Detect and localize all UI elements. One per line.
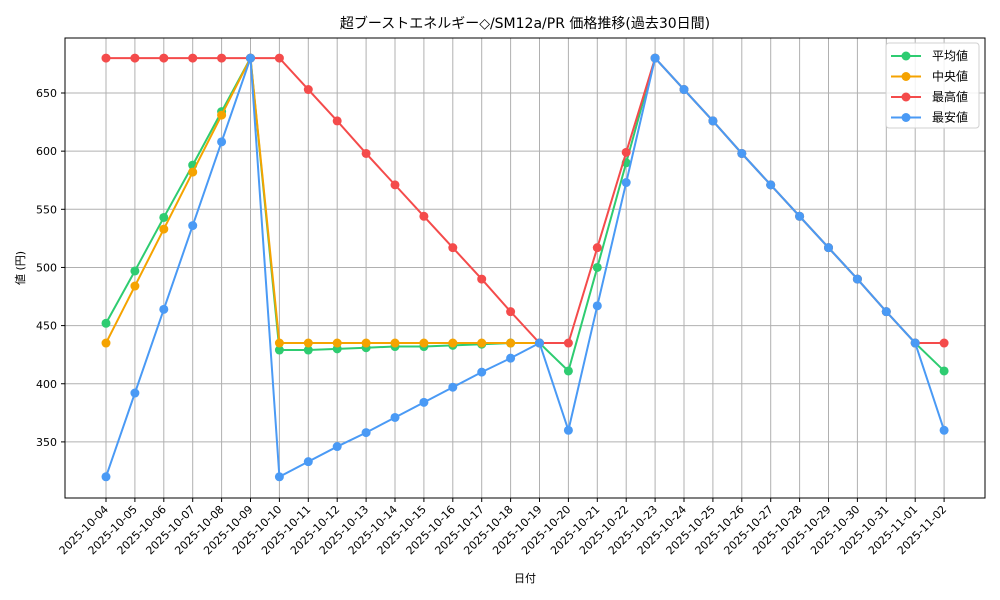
data-point — [159, 212, 169, 222]
data-point — [506, 307, 516, 317]
data-point — [852, 274, 862, 284]
data-point — [159, 53, 169, 63]
data-point — [274, 472, 284, 482]
data-point — [939, 338, 949, 348]
data-point — [795, 211, 805, 221]
data-point — [332, 116, 342, 126]
data-point — [535, 338, 544, 348]
data-point — [390, 338, 400, 348]
data-point — [101, 472, 111, 482]
x-axis-label: 日付 — [514, 572, 536, 585]
data-point — [332, 442, 342, 452]
data-point — [448, 243, 458, 253]
y-tick-label: 450 — [36, 320, 57, 333]
data-point — [477, 367, 487, 377]
data-point — [506, 338, 516, 348]
data-point — [188, 53, 198, 63]
data-point — [592, 243, 602, 253]
data-point — [332, 338, 342, 348]
data-point — [910, 338, 920, 348]
data-point — [939, 425, 949, 435]
plot-area-frame — [64, 37, 986, 499]
data-point — [650, 53, 660, 63]
y-tick-label: 400 — [36, 378, 57, 391]
y-tick-label: 650 — [36, 87, 57, 100]
data-point — [563, 366, 573, 376]
chart-title: 超ブーストエネルギー◇/SM12a/PR 価格推移(過去30日間) — [340, 15, 710, 32]
series-line — [101, 53, 949, 482]
data-point — [274, 345, 284, 355]
data-point — [592, 301, 602, 311]
y-tick-label: 500 — [36, 261, 57, 274]
data-point — [361, 338, 371, 348]
data-point — [419, 397, 429, 407]
data-point — [939, 366, 949, 376]
y-axis: 350 400 450 500 550 600 650 — [36, 87, 65, 449]
data-point — [303, 85, 313, 95]
data-point — [130, 388, 140, 398]
data-point — [563, 338, 573, 348]
data-point — [217, 137, 227, 147]
data-point — [159, 224, 169, 234]
data-point — [101, 53, 111, 63]
data-point — [101, 318, 111, 328]
data-series — [101, 53, 949, 482]
data-point — [390, 180, 400, 190]
data-point — [217, 53, 227, 63]
data-point — [188, 221, 198, 231]
x-axis: 2025-10-042025-10-052025-10-062025-10-07… — [57, 498, 949, 557]
data-point — [188, 167, 198, 177]
data-point — [361, 428, 371, 438]
data-point — [824, 243, 833, 253]
data-point — [390, 412, 400, 422]
data-point — [679, 85, 689, 95]
data-point — [274, 338, 284, 348]
data-point — [506, 353, 516, 363]
data-point — [303, 345, 313, 355]
legend-label: 中央値 — [932, 69, 968, 84]
data-point — [361, 148, 371, 158]
data-point — [274, 53, 284, 63]
data-point — [592, 262, 602, 272]
data-point — [563, 425, 573, 435]
data-point — [130, 53, 140, 63]
data-point — [621, 147, 631, 157]
data-point — [621, 178, 631, 188]
data-point — [448, 382, 458, 392]
data-point — [303, 338, 313, 348]
data-point — [766, 180, 776, 190]
data-point — [477, 338, 487, 348]
data-point — [130, 266, 140, 276]
data-point — [246, 53, 255, 63]
data-point — [419, 338, 429, 348]
y-tick-label: 600 — [36, 145, 57, 158]
data-point — [217, 110, 227, 120]
data-point — [881, 307, 891, 317]
data-point — [477, 274, 487, 284]
data-point — [419, 211, 429, 221]
y-tick-label: 550 — [36, 203, 57, 216]
data-point — [303, 457, 313, 467]
data-point — [708, 116, 718, 126]
legend-label: 平均値 — [932, 48, 968, 63]
legend-label: 最高値 — [932, 89, 968, 104]
data-point — [101, 338, 111, 348]
series-line — [101, 53, 544, 348]
data-point — [130, 281, 140, 291]
y-axis-label: 値 (円) — [14, 251, 27, 285]
legend-label: 最安値 — [932, 110, 968, 125]
data-point — [448, 338, 458, 348]
data-point — [737, 148, 747, 158]
data-point — [159, 304, 169, 314]
y-tick-label: 350 — [36, 436, 57, 449]
